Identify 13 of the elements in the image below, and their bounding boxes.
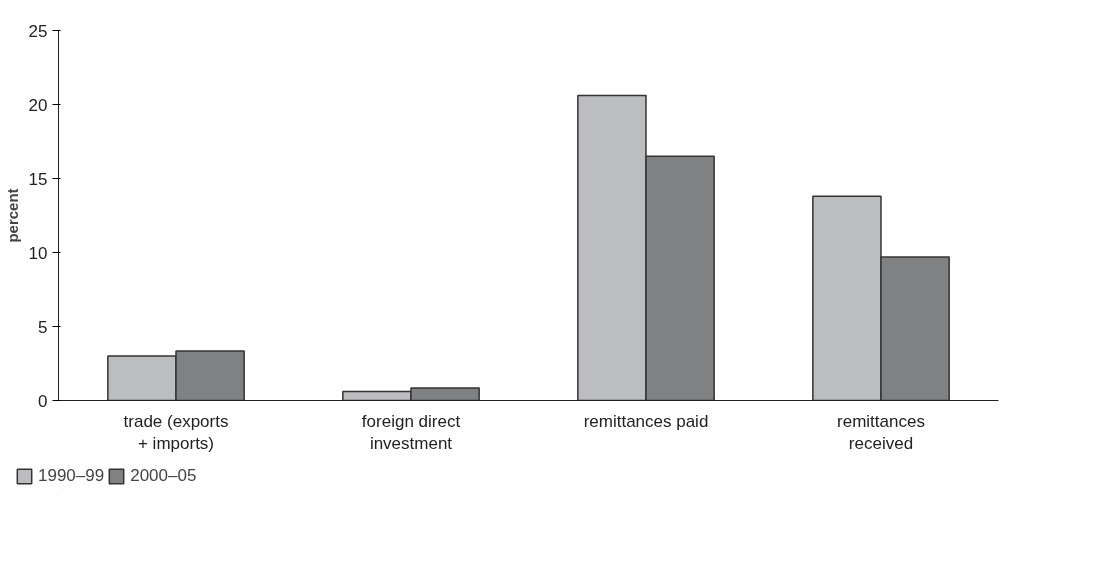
y-tick-label: 25 bbox=[28, 21, 48, 41]
legend-label: 1990–99 bbox=[38, 466, 105, 486]
x-tick-label: remittances paid bbox=[583, 411, 709, 431]
y-tick-label: 15 bbox=[28, 169, 48, 189]
y-tick-label: 5 bbox=[38, 317, 48, 337]
y-tick-label: 0 bbox=[38, 391, 48, 411]
y-tick-label: 20 bbox=[28, 95, 48, 115]
y-tick-label: 10 bbox=[28, 243, 48, 263]
x-tick-label: remittances received bbox=[837, 411, 925, 454]
x-tick-label: trade (exports + imports) bbox=[123, 411, 229, 454]
x-tick-label: foreign direct investment bbox=[361, 411, 461, 454]
y-axis-title: percent bbox=[3, 188, 21, 243]
legend-label: 2000–05 bbox=[130, 466, 197, 486]
